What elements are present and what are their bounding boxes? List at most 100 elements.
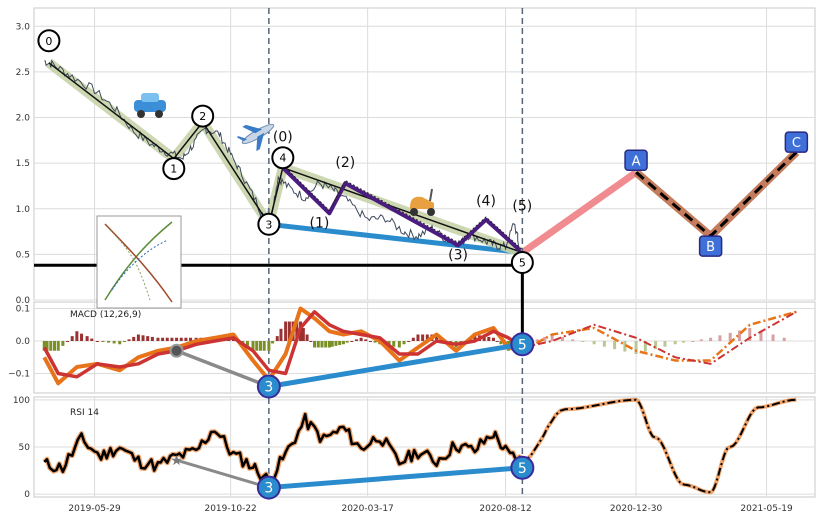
macd-histogram-bar [189, 337, 193, 341]
support-trendline [268, 221, 523, 256]
macd-projection-bar [592, 341, 596, 345]
macd-histogram-bar [179, 337, 183, 341]
macd-histogram-bar [364, 339, 368, 341]
macd-histogram-bar [275, 336, 279, 341]
macd-histogram-bar [132, 336, 136, 341]
macd-histogram-bar [354, 339, 358, 341]
macd-wave-label: 3 [264, 380, 273, 396]
r-ytick-label: 0 [24, 490, 30, 500]
macd-histogram-bar [309, 341, 313, 342]
rsi-wave-label: 3 [264, 481, 273, 497]
macd-histogram-bar [284, 321, 288, 341]
scooter-wheel [427, 208, 435, 216]
macd-title: MACD (12,26,9) [70, 310, 141, 320]
macd-histogram-bar [495, 341, 499, 342]
macd-histogram-bar [146, 336, 150, 341]
macd-projection-bar [571, 339, 575, 341]
macd-histogram-bar [316, 341, 320, 348]
scooter-wheel [410, 208, 418, 216]
macd-histogram-bar [279, 328, 283, 341]
macd-histogram-bar [373, 341, 377, 343]
rsi-wave-label: 5 [518, 461, 527, 477]
macd-projection-bar [581, 341, 585, 342]
inset-curve [111, 239, 169, 291]
macd-histogram-bar [287, 321, 291, 341]
inset-curve [104, 221, 173, 301]
macd-histogram-bar [75, 331, 79, 341]
rsi-title: RSI 14 [70, 408, 99, 418]
macd-histogram-bar [156, 337, 160, 341]
macd-signal-projection-line [522, 310, 797, 365]
macd-histogram-bar [341, 341, 345, 345]
macd-projection-bar [654, 341, 658, 350]
macd-projection-bar [682, 341, 686, 343]
plane-wing [242, 124, 263, 134]
projection-label-box [784, 131, 809, 153]
car-wheel [155, 110, 163, 118]
macd-histogram-bar [397, 341, 401, 348]
macd-histogram-bar [320, 341, 324, 348]
macd-divergence-line [268, 341, 523, 389]
airplane-icon [236, 123, 275, 152]
wave-label: 5 [519, 257, 526, 270]
macd-projection-bar [623, 341, 627, 352]
x-tick-label: 2020-12-30 [610, 504, 663, 514]
macd-projection-bar [602, 341, 606, 347]
macd-histogram-bar [165, 337, 169, 341]
wave-label-circle [510, 251, 534, 275]
macd-histogram-bar [255, 341, 259, 351]
macd-histogram-bar [262, 341, 266, 351]
macd-signal-line [42, 310, 524, 379]
wave-label: 4 [279, 152, 286, 165]
macd-histogram-bar [101, 341, 105, 342]
x-tick-label: 2019-10-22 [204, 504, 256, 514]
p-ytick-label: 0.5 [16, 250, 30, 260]
wave-label-circle [257, 212, 281, 236]
macd-histogram-bar [473, 334, 477, 341]
macd-histogram-bar [345, 341, 349, 343]
macd-histogram-bar [45, 341, 49, 351]
inset-logo-icon [96, 215, 182, 309]
wave-label: 0 [45, 35, 52, 48]
car-wheel [137, 110, 145, 118]
car-body [134, 100, 166, 112]
macd-histogram-bar [402, 341, 406, 345]
macd-wave-label: 5 [518, 337, 527, 353]
sub-wave-label: (4) [476, 194, 496, 210]
wave-label: 2 [199, 110, 206, 123]
wave-label-circle [191, 104, 215, 128]
sub-wave-label: (3) [448, 247, 468, 263]
macd-projection-bar [550, 334, 554, 341]
macd-histogram-bar [112, 341, 116, 344]
macd-projection-bar [643, 341, 647, 352]
car-icon [134, 93, 166, 118]
car-window [141, 93, 159, 102]
p-ytick-label: 3.0 [16, 22, 31, 32]
macd-projection-bar [663, 341, 667, 347]
macd-histogram-bar [141, 335, 145, 341]
macd-histogram-bar [435, 334, 439, 341]
macd-histogram-bar [251, 341, 255, 351]
macd-projection-bar [771, 334, 775, 341]
rsi-divergence-line [268, 465, 523, 491]
macd-histogram-bar [42, 341, 46, 351]
macd-projection-bar [535, 339, 539, 341]
scooter-body [410, 196, 434, 209]
macd-wave-point [256, 374, 281, 399]
macd-histogram-bar [184, 337, 188, 341]
macd-projection-bar [748, 328, 752, 341]
macd-wave-point [510, 332, 535, 357]
macd-histogram-bar [338, 341, 342, 346]
projection-label: B [706, 240, 715, 255]
wave-label-circle [162, 157, 186, 181]
macd-projection-line [521, 310, 797, 362]
r-ytick-label: 50 [19, 443, 31, 453]
plane-wing [256, 132, 265, 152]
macd-projection-bar [613, 341, 617, 350]
macd-histogram-bar [267, 341, 271, 351]
macd-histogram-bar [271, 341, 275, 344]
macd-histogram-bar [305, 334, 309, 341]
macd-histogram-bar [136, 334, 140, 341]
